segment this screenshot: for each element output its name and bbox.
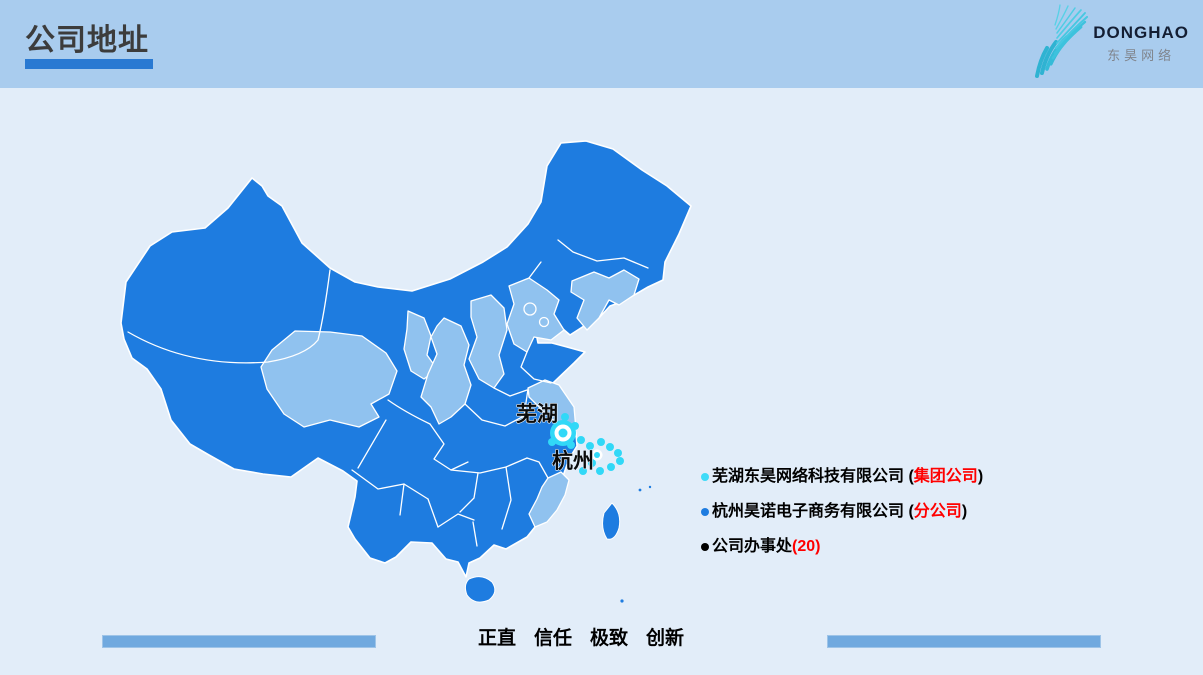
province-tianjin: [538, 316, 550, 328]
slogan-word: 正直: [477, 628, 516, 649]
legend-bullet-blue: [701, 508, 709, 516]
legend-item-offices: 公司办事处(20): [701, 536, 983, 558]
title-block: 公司地址: [25, 24, 153, 69]
legend-item-group-company: 芜湖东昊网络科技有限公司 (集团公司): [701, 466, 983, 488]
province-liaoning: [570, 269, 640, 331]
brand-subtitle: 东昊网络: [1107, 47, 1176, 63]
province-borders: [127, 239, 649, 547]
office-dot: [579, 467, 587, 475]
office-dot: [596, 467, 604, 475]
wuhu-label: 芜湖: [516, 403, 558, 426]
slogan-word: 创新: [646, 628, 685, 649]
page-title: 公司地址: [25, 24, 149, 57]
island-taiwan: [602, 502, 621, 540]
legend-text: 杭州昊诺电子商务有限公司 (分公司): [712, 503, 968, 520]
office-dot: [606, 443, 614, 451]
legend-text: 公司办事处(20): [712, 538, 821, 555]
legend: 芜湖东昊网络科技有限公司 (集团公司) 杭州昊诺电子商务有限公司 (分公司) 公…: [701, 466, 983, 571]
hangzhou-marker: [591, 449, 603, 461]
legend-item-branch-company: 杭州昊诺电子商务有限公司 (分公司): [701, 501, 983, 523]
office-dot: [597, 438, 605, 446]
logo-texts: DONGHAO 东昊网络: [1093, 23, 1189, 64]
company-logo: DONGHAO 东昊网络: [1025, 4, 1189, 82]
legend-text: 芜湖东昊网络科技有限公司 (集团公司): [712, 468, 984, 485]
legend-bullet-cyan: [701, 473, 709, 481]
small-island: [648, 485, 652, 489]
province-shanxi: [468, 294, 508, 389]
province-hebei: [506, 277, 565, 353]
slogan-word: 极致: [590, 628, 629, 649]
office-dot: [614, 449, 622, 457]
small-island: [620, 599, 624, 603]
office-dots: [548, 413, 624, 475]
legend-bullet-black: [701, 543, 709, 551]
header-band: 公司地址: [0, 0, 1203, 88]
footer-bar-left: [102, 635, 376, 648]
office-dot: [561, 413, 569, 421]
office-dot: [588, 459, 596, 467]
mainland-dark: [120, 140, 692, 578]
office-dot: [577, 436, 585, 444]
slogan: 正直 信任 极致 创新: [431, 627, 731, 651]
province-fujian: [528, 471, 570, 528]
office-dot: [586, 442, 594, 450]
feather-logo-icon: [1035, 4, 1089, 78]
hangzhou-label: 杭州: [552, 449, 594, 473]
footer-bar-right: [827, 635, 1101, 648]
office-dot: [607, 463, 615, 471]
small-island: [638, 488, 642, 492]
slogan-word: 信任: [533, 628, 572, 649]
brand-name: DONGHAO: [1093, 22, 1189, 42]
island-hainan: [464, 576, 496, 603]
province-beijing: [523, 302, 537, 316]
title-underline: [25, 59, 153, 69]
province-shaanxi: [420, 317, 472, 425]
wuhu-marker: [550, 420, 576, 446]
office-dot: [616, 457, 624, 465]
